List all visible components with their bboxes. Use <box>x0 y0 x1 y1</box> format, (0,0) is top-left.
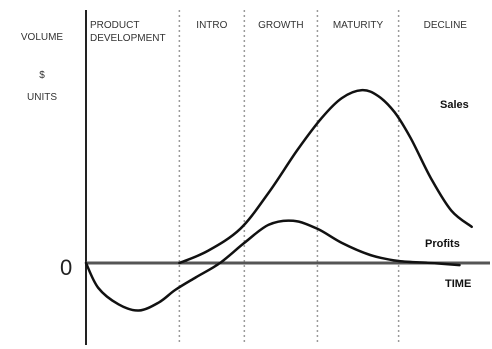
x-axis-label: TIME <box>445 278 471 290</box>
series-line-sales <box>178 88 473 265</box>
series-label-profits: Profits <box>425 238 460 250</box>
stage-label: GROWTH <box>258 20 304 31</box>
stage-label: DECLINE <box>424 20 468 31</box>
stage-label: PRODUCT <box>90 20 139 31</box>
series-labels: Sales Profits <box>425 99 469 250</box>
series-line-profits <box>84 219 461 312</box>
stage-label: INTRO <box>196 20 227 31</box>
stage-label: MATURITY <box>333 20 384 31</box>
series-label-sales: Sales <box>440 99 469 111</box>
stage-label: DEVELOPMENT <box>90 33 166 44</box>
zero-label: 0 <box>60 255 72 280</box>
y-axis-title-line: VOLUME <box>21 32 64 43</box>
series-lines <box>84 88 473 312</box>
y-axis-title-line: $ <box>39 70 45 81</box>
stage-labels: PRODUCT DEVELOPMENT INTRO GROWTH MATURITY DEC… <box>90 20 467 44</box>
stage-lines <box>178 10 400 345</box>
y-axis-title-line: UNITS <box>27 92 57 103</box>
y-axis-title: VOLUME $ UNITS <box>21 32 64 103</box>
